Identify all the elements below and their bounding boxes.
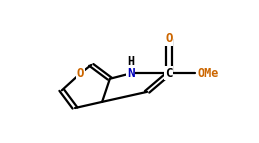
Text: O: O [77, 67, 84, 80]
Text: O: O [165, 32, 172, 45]
Text: N: N [127, 67, 134, 80]
Text: H: H [127, 55, 134, 68]
Text: C: C [165, 67, 172, 80]
Text: OMe: OMe [197, 67, 219, 80]
